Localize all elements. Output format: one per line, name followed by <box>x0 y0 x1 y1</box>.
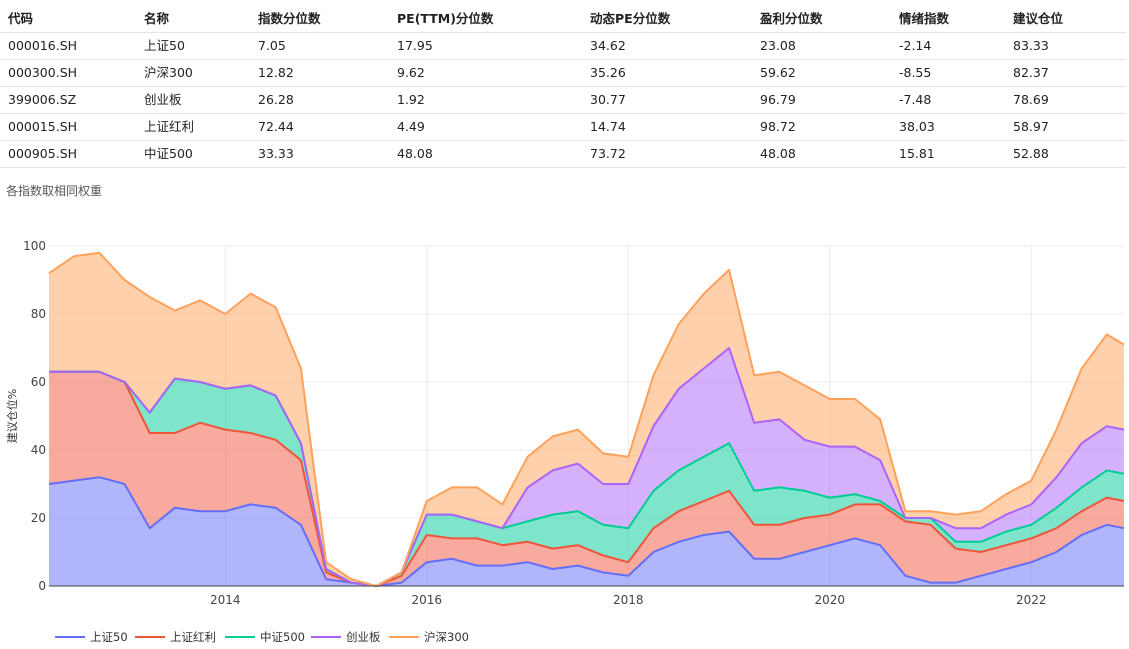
cell-earnings-pct: 48.08 <box>760 146 796 161</box>
legend-label: 中证500 <box>260 630 305 644</box>
y-tick-label: 20 <box>31 511 46 525</box>
cell-sentiment: 15.81 <box>899 146 935 161</box>
cell-name: 上证50 <box>144 38 185 53</box>
table-header: 代码 名称 指数分位数 PE(TTM)分位数 动态PE分位数 盈利分位数 情绪指… <box>0 5 1126 33</box>
cell-earnings-pct: 96.79 <box>760 92 796 107</box>
cell-code: 000015.SH <box>8 119 78 134</box>
x-tick-label: 2022 <box>1016 593 1047 607</box>
series-line-创业板 <box>49 347 1125 587</box>
cell-dynamic-pe-pct: 35.26 <box>590 65 626 80</box>
legend-item-沪深300[interactable]: 沪深300 <box>389 628 469 646</box>
table-row: 000016.SH 上证50 7.05 17.95 34.62 23.08 -2… <box>0 32 1126 60</box>
area-上证红利 <box>49 371 1124 586</box>
x-tick-label: 2016 <box>412 593 443 607</box>
cell-position: 82.37 <box>1013 65 1049 80</box>
cell-pe-ttm-pct: 4.49 <box>397 119 425 134</box>
y-tick-label: 100 <box>23 239 46 253</box>
cell-code: 000016.SH <box>8 38 78 53</box>
cell-code: 399006.SZ <box>8 92 77 107</box>
y-tick-label: 60 <box>31 375 46 389</box>
legend-swatch <box>225 635 255 638</box>
x-tick-label: 2018 <box>613 593 644 607</box>
cell-name: 创业板 <box>144 92 182 107</box>
cell-dynamic-pe-pct: 34.62 <box>590 38 626 53</box>
cell-pe-ttm-pct: 9.62 <box>397 65 425 80</box>
cell-code: 000905.SH <box>8 146 78 161</box>
legend-label: 上证红利 <box>170 630 216 644</box>
cell-position: 58.97 <box>1013 119 1049 134</box>
cell-index-pct: 33.33 <box>258 146 294 161</box>
cell-index-pct: 7.05 <box>258 38 286 53</box>
cell-dynamic-pe-pct: 14.74 <box>590 119 626 134</box>
weight-note: 各指数取相同权重 <box>6 184 103 198</box>
series-line-沪深300 <box>48 251 1125 587</box>
area-上证50 <box>49 477 1124 586</box>
y-tick-label: 0 <box>38 579 46 593</box>
x-tick-label: 2014 <box>210 593 241 607</box>
cell-index-pct: 12.82 <box>258 65 294 80</box>
cell-pe-ttm-pct: 1.92 <box>397 92 425 107</box>
legend-item-中证500[interactable]: 中证500 <box>225 628 305 646</box>
cell-sentiment: -7.48 <box>899 92 932 107</box>
cell-position: 83.33 <box>1013 38 1049 53</box>
col-header-earnings-pct: 盈利分位数 <box>760 11 823 26</box>
col-header-position: 建议仓位 <box>1013 11 1064 26</box>
col-header-sentiment: 情绪指数 <box>899 11 950 26</box>
cell-name: 沪深300 <box>144 65 193 80</box>
table-row: 000015.SH 上证红利 72.44 4.49 14.74 98.72 38… <box>0 113 1126 141</box>
cell-position: 52.88 <box>1013 146 1049 161</box>
cell-pe-ttm-pct: 17.95 <box>397 38 433 53</box>
col-header-pe-ttm-pct: PE(TTM)分位数 <box>397 11 494 26</box>
stacked-area-chart: 0 20 40 60 80 100 2014 2016 2018 2020 2022 建议仓位% <box>5 239 1125 607</box>
col-header-index-pct: 指数分位数 <box>258 11 321 26</box>
table-row: 000300.SH 沪深300 12.82 9.62 35.26 59.62 -… <box>0 59 1126 87</box>
legend-label: 上证50 <box>90 630 128 644</box>
legend-swatch <box>311 635 341 638</box>
legend-label: 沪深300 <box>424 630 469 644</box>
cell-position: 78.69 <box>1013 92 1049 107</box>
legend-label: 创业板 <box>346 630 381 644</box>
cell-dynamic-pe-pct: 30.77 <box>590 92 626 107</box>
series-line-上证50 <box>48 476 1125 587</box>
legend-swatch <box>135 635 165 638</box>
x-tick-label: 2020 <box>815 593 846 607</box>
cell-index-pct: 26.28 <box>258 92 294 107</box>
table-row: 399006.SZ 创业板 26.28 1.92 30.77 96.79 -7.… <box>0 86 1126 114</box>
cell-index-pct: 72.44 <box>258 119 294 134</box>
cell-sentiment: 38.03 <box>899 119 935 134</box>
cell-code: 000300.SH <box>8 65 78 80</box>
cell-earnings-pct: 23.08 <box>760 38 796 53</box>
legend-item-上证50[interactable]: 上证50 <box>55 628 128 646</box>
legend-swatch <box>389 635 419 638</box>
cell-pe-ttm-pct: 48.08 <box>397 146 433 161</box>
col-header-dynamic-pe-pct: 动态PE分位数 <box>590 11 671 26</box>
cell-earnings-pct: 98.72 <box>760 119 796 134</box>
y-axis-label: 建议仓位% <box>5 389 19 443</box>
series-line-上证红利 <box>49 370 1125 587</box>
table-row: 000905.SH 中证500 33.33 48.08 73.72 48.08 … <box>0 140 1126 168</box>
cell-dynamic-pe-pct: 73.72 <box>590 146 626 161</box>
legend-swatch <box>55 635 85 638</box>
col-header-code: 代码 <box>8 11 34 26</box>
cell-name: 中证500 <box>144 146 193 161</box>
y-tick-label: 80 <box>31 307 46 321</box>
cell-earnings-pct: 59.62 <box>760 65 796 80</box>
legend-item-创业板[interactable]: 创业板 <box>311 628 381 646</box>
col-header-name: 名称 <box>144 11 170 26</box>
legend-item-上证红利[interactable]: 上证红利 <box>135 628 216 646</box>
y-tick-label: 40 <box>31 443 46 457</box>
cell-sentiment: -2.14 <box>899 38 932 53</box>
cell-sentiment: -8.55 <box>899 65 932 80</box>
cell-name: 上证红利 <box>144 119 195 134</box>
